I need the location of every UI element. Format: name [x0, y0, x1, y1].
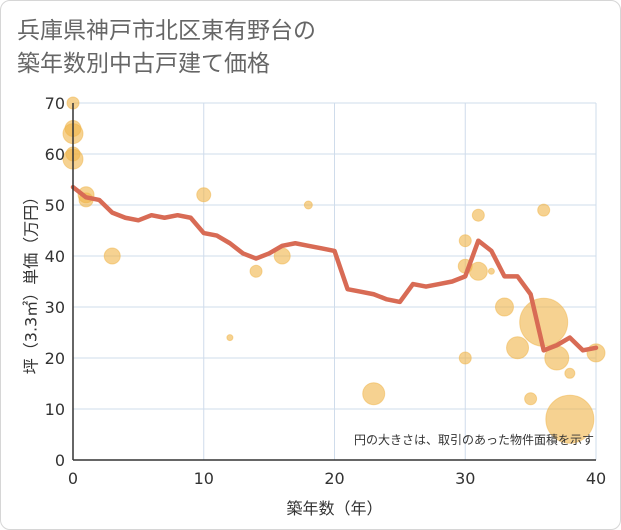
x-axis-title: 築年数（年）	[286, 499, 382, 518]
y-tick-label: 40	[45, 247, 65, 266]
axes	[72, 103, 596, 461]
data-bubble	[249, 264, 263, 278]
data-bubble	[226, 334, 234, 342]
chart-title-line1: 兵庫県神戸市北区東有野台の	[17, 18, 316, 44]
y-tick-label: 30	[45, 298, 65, 317]
grid-lines	[73, 102, 597, 460]
tick-labels: 0 10 20 30 40 50 60 70 0 10 20 30 40	[45, 94, 607, 488]
data-bubble	[506, 336, 530, 360]
data-bubble	[458, 234, 472, 248]
average-line-series	[70, 184, 599, 353]
data-bubble	[537, 203, 551, 217]
x-tick-label: 0	[68, 469, 78, 488]
size-annotation: 円の大きさは、取引のあった物件面積を示す	[354, 432, 594, 447]
data-bubble	[545, 394, 595, 444]
chart-title-line2: 築年数別中古戸建て価格	[17, 51, 270, 77]
data-bubble	[564, 367, 576, 379]
x-tick-label: 20	[324, 469, 344, 488]
data-bubble	[487, 267, 495, 275]
data-bubble	[458, 351, 472, 365]
data-bubble	[471, 208, 485, 222]
y-axis-title: 坪（3.3㎡）単価（万円）	[22, 189, 41, 374]
y-tick-label: 10	[45, 400, 65, 419]
data-bubble	[494, 297, 514, 317]
average-price-line	[70, 184, 599, 353]
y-tick-label: 60	[45, 145, 65, 164]
data-bubble	[468, 261, 488, 281]
y-tick-label: 0	[55, 451, 65, 470]
chart-title: 兵庫県神戸市北区東有野台の 築年数別中古戸建て価格	[17, 15, 316, 81]
data-bubble	[196, 187, 212, 203]
x-tick-label: 40	[586, 469, 606, 488]
y-tick-label: 50	[45, 196, 65, 215]
x-tick-label: 10	[194, 469, 214, 488]
data-bubble	[519, 297, 569, 347]
data-bubble	[303, 200, 313, 210]
y-tick-label: 20	[45, 349, 65, 368]
data-bubble	[362, 382, 386, 406]
x-tick-label: 30	[455, 469, 475, 488]
y-tick-label: 70	[45, 94, 65, 113]
data-bubble	[524, 392, 538, 406]
data-bubble	[103, 247, 121, 265]
